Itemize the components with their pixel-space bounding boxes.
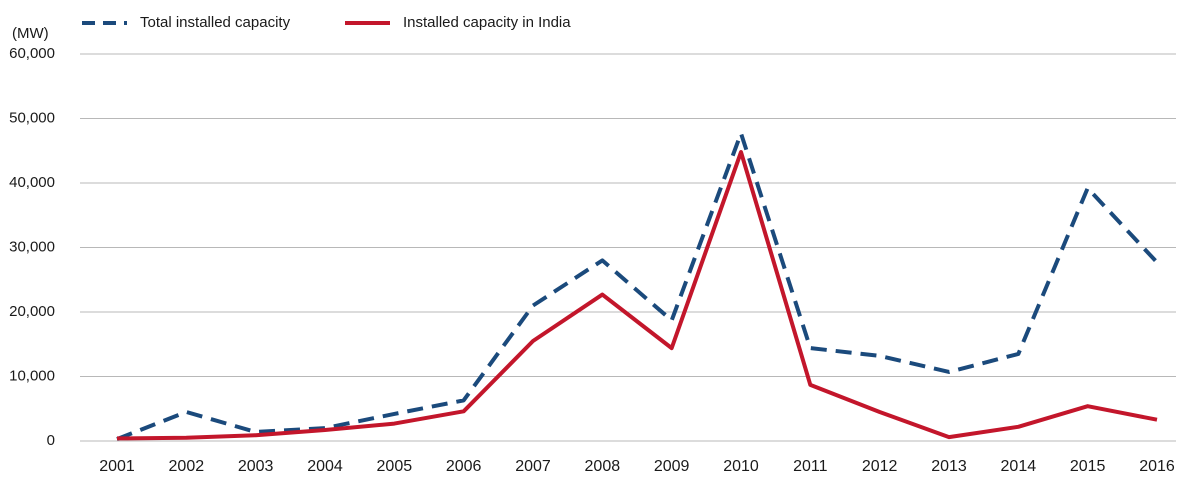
y-tick-label: 10,000: [9, 367, 55, 384]
x-tick-label: 2016: [1139, 458, 1175, 475]
y-tick-label: 30,000: [9, 238, 55, 255]
x-tick-label: 2015: [1070, 458, 1106, 475]
x-tick-label: 2005: [377, 458, 413, 475]
series-line: [116, 131, 1159, 441]
legend-label: Total installed capacity: [140, 14, 291, 31]
x-tick-label: 2013: [931, 458, 967, 475]
x-tick-label: 2002: [169, 458, 205, 475]
x-tick-label: 2004: [307, 458, 343, 475]
x-tick-label: 2006: [446, 458, 482, 475]
x-tick-label: 2001: [99, 458, 135, 475]
y-tick-label: 60,000: [9, 45, 55, 62]
x-tick-label: 2003: [238, 458, 274, 475]
y-tick-label: 40,000: [9, 174, 55, 191]
x-tick-label: 2009: [654, 458, 690, 475]
y-tick-label: 50,000: [9, 109, 55, 126]
y-tick-label: 20,000: [9, 303, 55, 320]
x-tick-label: 2010: [723, 458, 759, 475]
x-tick-label: 2007: [515, 458, 551, 475]
series-line: [116, 150, 1158, 441]
x-tick-label: 2011: [793, 458, 828, 475]
x-tick-label: 2014: [1001, 458, 1037, 475]
x-tick-label: 2012: [862, 458, 898, 475]
y-tick-label: 0: [47, 432, 55, 449]
x-tick-label: 2008: [585, 458, 621, 475]
y-axis-label: (MW): [12, 25, 49, 42]
legend-label: Installed capacity in India: [403, 14, 571, 31]
